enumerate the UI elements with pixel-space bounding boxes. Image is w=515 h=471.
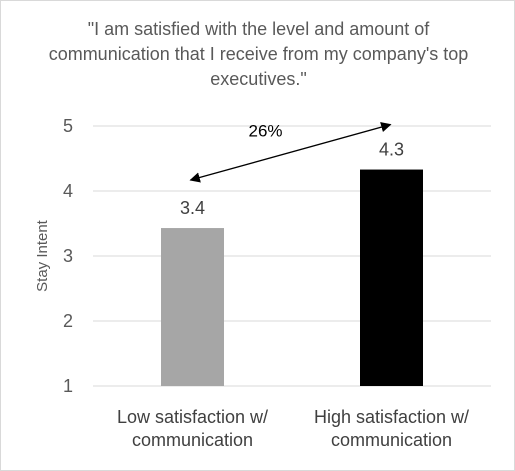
difference-arrow — [189, 122, 392, 183]
bar — [161, 228, 224, 386]
x-tick-label: Low satisfaction w/communication — [117, 407, 268, 450]
data-label: 3.4 — [180, 198, 205, 218]
data-label: 4.3 — [379, 140, 404, 160]
y-tick-label: 4 — [63, 181, 73, 201]
difference-label: 26% — [248, 121, 282, 140]
y-tick-label: 5 — [63, 116, 73, 136]
y-tick-label: 2 — [63, 311, 73, 331]
x-tick-label: High satisfaction w/communication — [314, 407, 469, 450]
bar — [360, 169, 423, 386]
y-tick-label: 1 — [63, 376, 73, 396]
chart-title: "I am satisfied with the level and amoun… — [48, 19, 469, 89]
y-tick-label: 3 — [63, 246, 73, 266]
y-axis-title: Stay Intent — [34, 219, 51, 292]
